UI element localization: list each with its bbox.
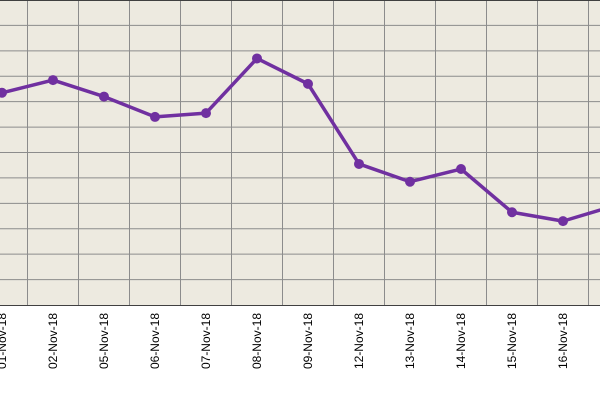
x-tick-label: 12-Nov-18 [352,313,366,369]
x-tick-label: 07-Nov-18 [199,313,213,369]
x-tick-label: 09-Nov-18 [301,313,315,369]
data-point [456,164,466,175]
data-point [99,91,109,102]
data-point [507,207,517,218]
data-point [252,53,262,64]
x-tick-label: 13-Nov-18 [403,313,417,369]
gridlines [0,0,600,305]
x-tick-label: 06-Nov-18 [148,313,162,369]
series-layer [0,53,600,227]
data-point [0,87,7,98]
data-point [150,111,160,122]
data-point [201,108,211,119]
x-tick-label: 08-Nov-18 [250,313,264,369]
x-tick-label: 05-Nov-18 [97,313,111,369]
data-point [303,78,313,89]
x-tick-label: 15-Nov-18 [505,313,519,369]
data-point [405,176,415,187]
data-point [48,75,58,86]
data-point [558,216,568,227]
x-tick-label: 01-Nov-18 [0,313,9,369]
data-point [354,158,364,169]
x-axis-labels: 01-Nov-18 02-Nov-18 05-Nov-18 06-Nov-18 07-N… [0,313,570,369]
x-tick-label: 16-Nov-18 [556,313,570,369]
x-tick-label: 02-Nov-18 [46,313,60,369]
plot-frame [0,0,600,306]
x-tick-label: 14-Nov-18 [454,313,468,369]
